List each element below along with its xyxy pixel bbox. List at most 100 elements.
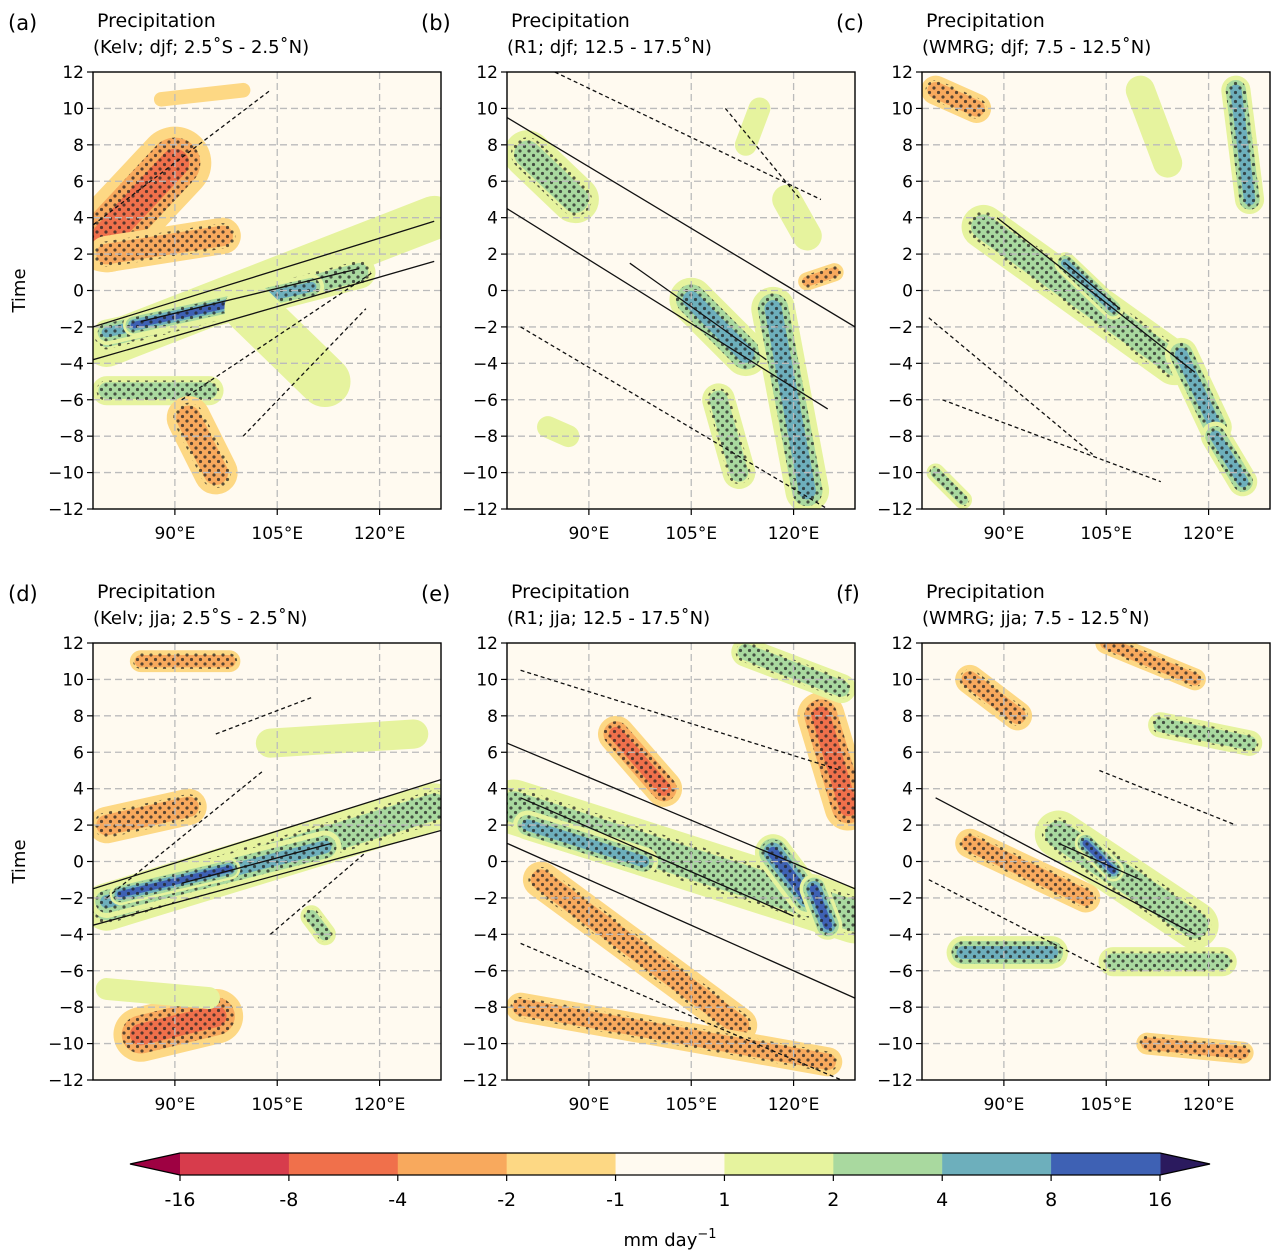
- y-tick-label: −8: [473, 427, 498, 447]
- y-tick-label: −8: [59, 998, 84, 1018]
- shading-band: [224, 283, 351, 408]
- y-tick-label: 8: [902, 707, 913, 727]
- x-tick-label: 105°E: [1080, 1095, 1132, 1115]
- y-axis-label: Time: [9, 268, 30, 313]
- contour-positive: [935, 797, 1196, 935]
- y-tick-label: 6: [902, 172, 913, 192]
- x-tick-label: 90°E: [983, 1095, 1024, 1115]
- contour-positive: [93, 829, 441, 926]
- contour-negative: [520, 326, 829, 509]
- contour-positive: [996, 217, 1196, 373]
- panel-subtitle: (Kelv; djf; 2.5˚S - 2.5˚N): [93, 37, 309, 58]
- shading-band: [95, 978, 220, 1009]
- y-tick-label: −6: [888, 962, 913, 982]
- panel-a: 12 10 8 6 4 2 0 −2 −4 −6 −8 −10 −12 90°E 105°E 120°E (a)…: [8, 10, 442, 544]
- y-tick-label: 12: [62, 634, 84, 654]
- y-tick-label: −12: [48, 1071, 84, 1091]
- y-tick-label: 2: [487, 245, 498, 265]
- contour-positive: [1058, 842, 1141, 881]
- y-tick-label: −2: [888, 889, 913, 909]
- y-tick-label: −6: [888, 391, 913, 411]
- colorbar-tick-label: -8: [279, 1189, 298, 1211]
- panel-subtitle: (Kelv; jja; 2.5˚S - 2.5˚N): [93, 608, 307, 629]
- contour-positive: [93, 778, 441, 890]
- y-tick-label: 2: [487, 816, 498, 836]
- shading-band: [153, 82, 251, 107]
- y-tick-label: 0: [487, 282, 498, 302]
- colorbar-segment: [180, 1153, 290, 1175]
- shading-band: [255, 719, 429, 758]
- colorbar-segment: [615, 1153, 725, 1175]
- contour-positive: [507, 742, 855, 890]
- significance-stipple: [112, 861, 238, 902]
- y-tick-label: 8: [487, 136, 498, 156]
- x-tick-label: 90°E: [983, 524, 1024, 544]
- contour-positive: [507, 116, 855, 328]
- colorbar-segment: [397, 1153, 508, 1175]
- y-tick-label: −12: [877, 1071, 913, 1091]
- contour-negative: [1099, 769, 1237, 826]
- y-tick-label: 0: [902, 282, 913, 302]
- panel-title: Precipitation: [97, 10, 216, 32]
- colorbar-tick-label: -1: [606, 1189, 625, 1211]
- significance-stipple: [804, 699, 855, 824]
- x-tick-label: 105°E: [665, 1095, 717, 1115]
- y-tick-label: 0: [487, 853, 498, 873]
- panel-subtitle: (R1; jja; 12.5 - 17.5˚N): [507, 608, 710, 629]
- panel-title: Precipitation: [97, 581, 216, 603]
- y-tick-label: 0: [902, 853, 913, 873]
- colorbar-tick-label: 8: [1045, 1189, 1057, 1211]
- panel-c: 12 10 8 6 4 2 0 −2 −4 −6 −8 −10 −12 90°E 105°E 120°E (c)…: [836, 10, 1271, 544]
- x-tick-label: 120°E: [354, 524, 406, 544]
- shading-band: [537, 416, 580, 448]
- y-tick-label: 12: [476, 63, 498, 83]
- y-tick-label: 8: [902, 136, 913, 156]
- significance-stipple: [93, 223, 236, 267]
- contour-negative: [181, 271, 374, 401]
- y-tick-label: −8: [59, 427, 84, 447]
- significance-stipple: [93, 137, 201, 262]
- panel-label: (b): [421, 11, 451, 35]
- y-tick-label: −4: [473, 354, 498, 374]
- y-tick-label: 4: [487, 780, 498, 800]
- contour-positive: [507, 208, 829, 410]
- y-tick-label: −4: [888, 354, 913, 374]
- y-tick-label: −6: [473, 962, 498, 982]
- contour-positive: [181, 842, 332, 884]
- y-tick-label: −8: [888, 998, 913, 1018]
- y-tick-label: −8: [473, 998, 498, 1018]
- significance-stipple: [510, 137, 592, 217]
- y-tick-label: −10: [462, 464, 498, 484]
- colorbar-extend-low: [130, 1153, 180, 1175]
- significance-stipple: [1057, 255, 1121, 317]
- y-tick-label: 10: [476, 670, 498, 690]
- y-tick-label: 2: [902, 816, 913, 836]
- y-tick-label: 12: [62, 63, 84, 83]
- y-tick-label: 0: [73, 282, 84, 302]
- y-tick-label: 6: [487, 172, 498, 192]
- y-tick-label: −2: [473, 318, 498, 338]
- significance-stipple: [968, 211, 1190, 379]
- y-tick-label: 10: [62, 99, 84, 119]
- contour-negative: [215, 696, 312, 735]
- panel-label: (e): [421, 582, 450, 606]
- y-tick-label: 8: [487, 707, 498, 727]
- colorbar-tick-label: 2: [827, 1189, 839, 1211]
- panel-label: (c): [836, 11, 864, 35]
- y-tick-label: 6: [73, 172, 84, 192]
- panel-label: (f): [836, 582, 860, 606]
- colorbar-unit-label: mm day−1: [623, 1227, 716, 1251]
- significance-stipple: [803, 878, 838, 936]
- colorbar: -16 -8 -4 -2 -1 1 2 4 8 16 mm day−1: [129, 1152, 1211, 1251]
- y-tick-label: −2: [888, 318, 913, 338]
- x-tick-label: 90°E: [568, 524, 609, 544]
- significance-stipple: [1139, 1035, 1251, 1061]
- x-tick-label: 90°E: [154, 524, 195, 544]
- panel-title: Precipitation: [926, 10, 1045, 32]
- y-tick-label: 8: [73, 136, 84, 156]
- significance-stipple: [1098, 643, 1203, 688]
- y-tick-label: −6: [59, 962, 84, 982]
- panel-subtitle: (WMRG; djf; 7.5 - 12.5˚N): [922, 37, 1151, 58]
- y-tick-label: 6: [73, 743, 84, 763]
- x-tick-label: 120°E: [768, 1095, 820, 1115]
